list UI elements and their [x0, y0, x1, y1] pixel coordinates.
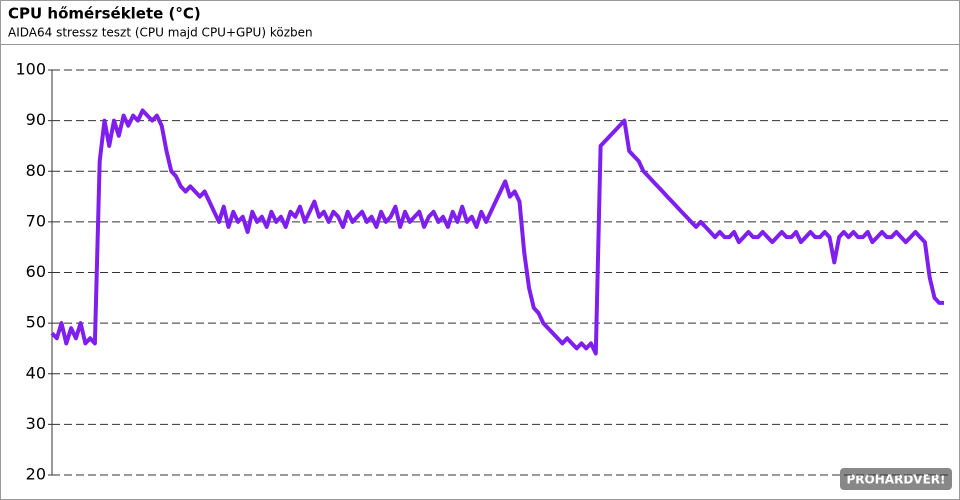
y-tick-label: 70 — [26, 211, 46, 230]
y-tick-label: 100 — [15, 60, 46, 79]
chart-subtitle: AIDA64 stressz teszt (CPU majd CPU+GPU) … — [8, 26, 313, 40]
y-tick-label: 20 — [26, 465, 46, 484]
line-series — [50, 108, 944, 356]
watermark: PROHARDVER! — [847, 473, 946, 487]
y-tick-label: 80 — [26, 161, 46, 180]
y-tick-label: 30 — [26, 414, 46, 433]
y-tick-label: 60 — [26, 262, 46, 281]
y-tick-label: 40 — [26, 363, 46, 382]
chart-title: CPU hőmérséklete (°C) — [8, 5, 201, 23]
y-tick-label: 90 — [26, 110, 46, 129]
watermark-bg — [840, 468, 952, 490]
y-tick-label: 50 — [26, 313, 46, 332]
